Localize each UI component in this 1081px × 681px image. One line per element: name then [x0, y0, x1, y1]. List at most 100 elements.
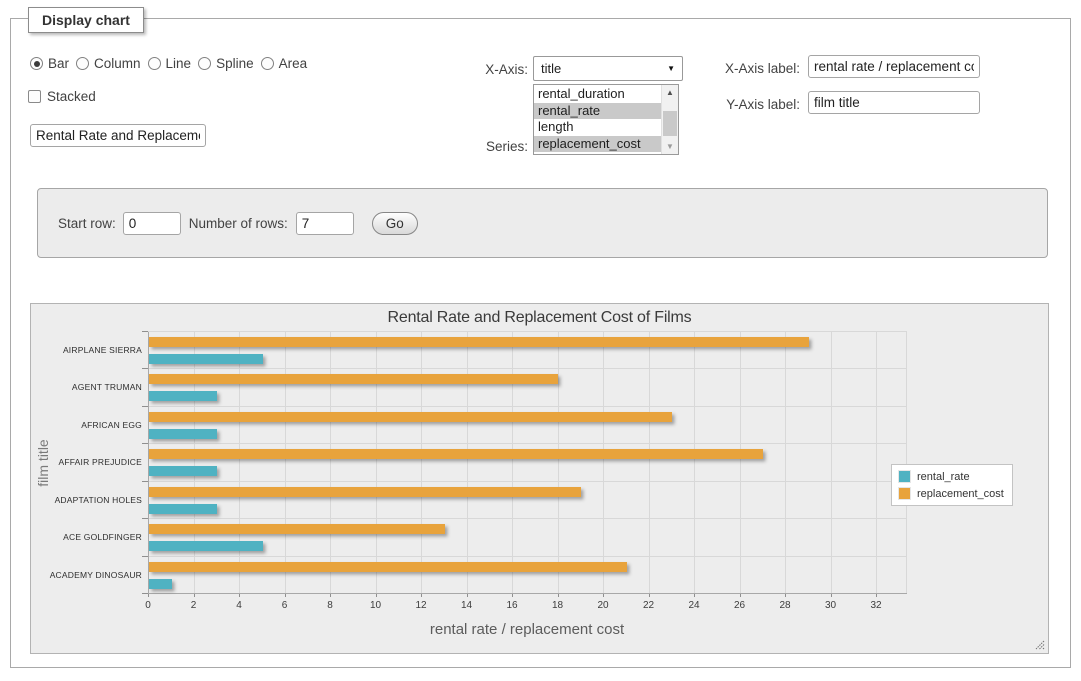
x-tick-label: 4 — [224, 600, 254, 611]
band-separator — [149, 556, 906, 557]
bar-replacement_cost — [149, 524, 445, 534]
resize-grip-icon[interactable] — [1035, 640, 1045, 650]
legend-swatch-replacement_cost — [898, 487, 911, 500]
y-axis-line — [148, 331, 149, 593]
v-gridline — [376, 331, 377, 593]
series-list-scrollbar[interactable]: ▲ ▼ — [661, 85, 678, 154]
x-tick-label: 24 — [679, 600, 709, 611]
x-tick-label: 14 — [452, 600, 482, 611]
x-tick-label: 6 — [270, 600, 300, 611]
go-button[interactable]: Go — [372, 212, 418, 235]
y-tick-mark — [142, 443, 148, 444]
category-label: AIRPLANE SIERRA — [32, 345, 142, 355]
y-axis-label-input[interactable] — [808, 91, 980, 114]
series-option-length[interactable]: length — [534, 119, 661, 136]
v-gridline — [421, 331, 422, 593]
x-axis-title: rental rate / replacement cost — [148, 621, 906, 638]
v-gridline — [603, 331, 604, 593]
chart-type-option-bar[interactable]: Bar — [30, 56, 69, 71]
band-separator — [149, 518, 906, 519]
chart-legend: rental_rate replacement_cost — [891, 464, 1013, 506]
x-tick-label: 20 — [588, 600, 618, 611]
y-tick-mark — [142, 368, 148, 369]
chart-type-label-column: Column — [94, 56, 141, 71]
v-gridline — [558, 331, 559, 593]
series-option-replacement_cost[interactable]: replacement_cost — [534, 136, 661, 153]
scroll-down-icon[interactable]: ▼ — [662, 139, 678, 154]
series-select-label: Series: — [428, 139, 528, 154]
series-multiselect[interactable]: rental_durationrental_ratelengthreplacem… — [533, 84, 679, 155]
stacked-checkbox[interactable] — [28, 90, 41, 103]
bar-replacement_cost — [149, 562, 627, 572]
v-gridline — [239, 331, 240, 593]
bar-rental_rate — [149, 579, 172, 589]
bar-rental_rate — [149, 429, 217, 439]
x-tick-label: 18 — [543, 600, 573, 611]
series-option-list: rental_durationrental_ratelengthreplacem… — [534, 86, 661, 152]
start-row-input[interactable] — [123, 212, 181, 235]
legend-item-replacement_cost[interactable]: replacement_cost — [898, 487, 1004, 500]
chart-type-radio-line[interactable] — [148, 57, 161, 70]
row-range-panel: Start row: Number of rows: Go — [37, 188, 1048, 258]
x-tick-label: 32 — [861, 600, 891, 611]
v-gridline — [694, 331, 695, 593]
x-tick-label: 0 — [133, 600, 163, 611]
x-axis-line — [148, 593, 907, 594]
chart-title: Rental Rate and Replacement Cost of Film… — [31, 309, 1048, 327]
band-separator — [149, 406, 906, 407]
bar-rental_rate — [149, 504, 217, 514]
chart-type-radio-spline[interactable] — [198, 57, 211, 70]
plot-right-border — [906, 331, 907, 593]
chart-title-input[interactable] — [30, 124, 206, 147]
chart-type-option-area[interactable]: Area — [261, 56, 308, 71]
chart-container: Rental Rate and Replacement Cost of Film… — [30, 303, 1049, 654]
chart-type-option-column[interactable]: Column — [76, 56, 141, 71]
series-option-rental_duration[interactable]: rental_duration — [534, 86, 661, 103]
start-row-label: Start row: — [58, 216, 116, 231]
bar-replacement_cost — [149, 337, 809, 347]
band-separator — [149, 443, 906, 444]
plot-area: 02468101214161820222426283032AIRPLANE SI… — [148, 331, 906, 593]
category-label: AFRICAN EGG — [32, 420, 142, 430]
v-gridline — [831, 331, 832, 593]
num-rows-input[interactable] — [296, 212, 354, 235]
x-tick-label: 8 — [315, 600, 345, 611]
chart-type-radio-column[interactable] — [76, 57, 89, 70]
scrollbar-thumb[interactable] — [663, 111, 677, 136]
chart-type-option-spline[interactable]: Spline — [198, 56, 254, 71]
y-tick-mark — [142, 556, 148, 557]
v-gridline — [649, 331, 650, 593]
category-label: AFFAIR PREJUDICE — [32, 457, 142, 467]
y-tick-mark — [142, 518, 148, 519]
v-gridline — [194, 331, 195, 593]
v-gridline — [785, 331, 786, 593]
bar-rental_rate — [149, 354, 263, 364]
bar-rental_rate — [149, 391, 217, 401]
x-axis-select[interactable]: title ▼ — [533, 56, 683, 81]
category-label: ACADEMY DINOSAUR — [32, 570, 142, 580]
bar-replacement_cost — [149, 412, 672, 422]
y-tick-mark — [142, 593, 148, 594]
legend-swatch-rental_rate — [898, 470, 911, 483]
y-axis-label-field-label: Y-Axis label: — [698, 97, 800, 112]
stacked-option: Stacked — [28, 89, 96, 104]
chart-type-radio-area[interactable] — [261, 57, 274, 70]
legend-item-rental_rate[interactable]: rental_rate — [898, 470, 1004, 483]
chart-type-option-line[interactable]: Line — [148, 56, 192, 71]
series-option-rental_rate[interactable]: rental_rate — [534, 103, 661, 120]
bar-rental_rate — [149, 466, 217, 476]
y-tick-mark — [142, 331, 148, 332]
band-separator — [149, 368, 906, 369]
x-axis-label-input[interactable] — [808, 55, 980, 78]
v-gridline — [876, 331, 877, 593]
x-axis-select-label: X-Axis: — [428, 62, 528, 77]
category-label: AGENT TRUMAN — [32, 382, 142, 392]
legend-label-rental_rate: rental_rate — [917, 471, 970, 483]
chart-type-radio-bar[interactable] — [30, 57, 43, 70]
plot-top-border — [148, 331, 906, 332]
chart-type-label-line: Line — [166, 56, 192, 71]
bar-replacement_cost — [149, 449, 763, 459]
chart-type-radio-group: Bar Column Line Spline Area — [30, 56, 307, 71]
category-label: ACE GOLDFINGER — [32, 532, 142, 542]
scroll-up-icon[interactable]: ▲ — [662, 85, 678, 100]
